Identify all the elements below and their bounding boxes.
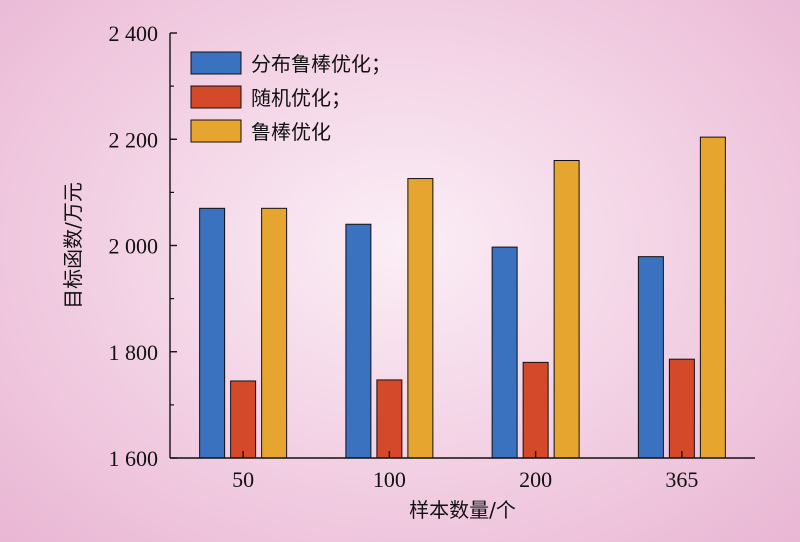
legend-swatch-3	[190, 119, 242, 143]
legend-label-2: 随机优化；	[251, 86, 351, 110]
bar-200-series-3	[553, 160, 580, 459]
bar-365-series-2	[668, 358, 695, 459]
legend: 分布鲁棒优化； 随机优化； 鲁棒优化	[190, 51, 391, 144]
y-tick-label: 2 000	[109, 234, 159, 259]
bar-365-series-3	[699, 136, 726, 459]
legend-swatch-1	[190, 51, 242, 75]
bars-group	[199, 136, 726, 459]
bar-50-series-2	[230, 380, 257, 459]
bar-100-series-1	[345, 223, 372, 459]
x-tick-label: 50	[232, 467, 254, 492]
bar-100-series-2	[376, 379, 403, 459]
y-tick-label: 2 400	[109, 21, 159, 46]
y-tick-label: 1 600	[109, 446, 159, 471]
bar-50-series-1	[199, 207, 226, 459]
x-axis-title: 样本数量/个	[409, 498, 516, 522]
bar-200-series-1	[491, 246, 518, 459]
bar-100-series-3	[407, 178, 434, 459]
y-tick-label: 2 200	[109, 127, 159, 152]
axes-group: 1 600 1 800 2 000 2 200 2 400 50 100 200 365	[109, 21, 755, 492]
bar-50-series-3	[261, 207, 288, 459]
x-tick-label: 365	[665, 467, 698, 492]
legend-swatch-2	[190, 85, 242, 109]
y-tick-label: 1 800	[109, 340, 159, 365]
x-tick-label: 100	[373, 467, 406, 492]
legend-label-1: 分布鲁棒优化；	[251, 52, 391, 76]
legend-label-3: 鲁棒优化	[251, 120, 331, 144]
x-tick-label: 200	[519, 467, 552, 492]
bar-200-series-2	[522, 361, 549, 459]
bar-365-series-1	[637, 256, 664, 459]
y-axis-title: 目标函数/万元	[61, 182, 85, 309]
